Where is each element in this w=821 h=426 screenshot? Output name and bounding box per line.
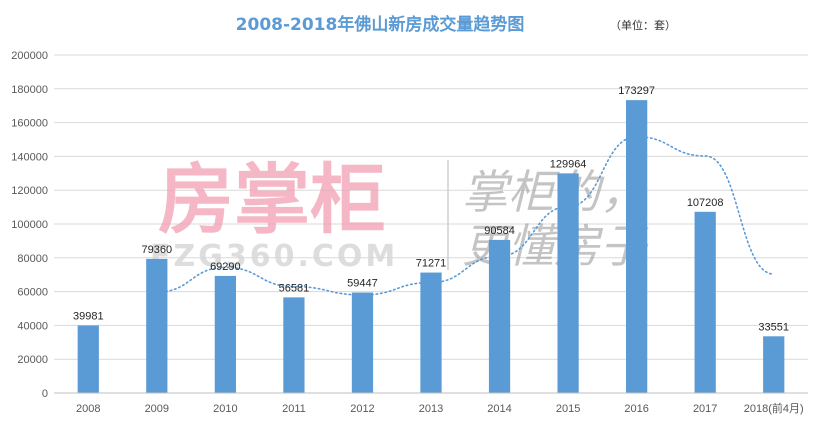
- bar-series: [77, 100, 785, 394]
- bar: [763, 336, 785, 393]
- data-label: 59447: [347, 278, 378, 290]
- y-axis-ticks: 0 20000 40000 60000 80000 100000 120000 140000 1…: [11, 50, 48, 400]
- data-label: 79360: [142, 244, 173, 256]
- x-tick-label: 2008: [76, 403, 100, 415]
- y-tick-label: 180000: [11, 84, 48, 96]
- bar: [626, 100, 648, 394]
- watermark-brand: 房掌柜: [158, 155, 386, 244]
- y-tick-label: 160000: [11, 118, 48, 130]
- bar: [214, 275, 236, 393]
- y-tick-label: 60000: [17, 287, 48, 299]
- data-label: 107208: [687, 197, 724, 209]
- data-label: 129964: [550, 158, 587, 170]
- data-label: 90584: [484, 225, 515, 237]
- y-tick-label: 100000: [11, 219, 48, 231]
- bar: [420, 272, 442, 393]
- y-tick-label: 200000: [11, 50, 48, 62]
- bar: [146, 258, 168, 393]
- x-tick-label: 2016: [624, 403, 648, 415]
- x-tick-label: 2015: [556, 403, 580, 415]
- bar: [694, 211, 716, 393]
- x-tick-label: 2017: [693, 403, 717, 415]
- data-label: 33551: [758, 321, 789, 333]
- data-label: 56581: [279, 282, 310, 294]
- data-label: 173297: [618, 85, 655, 97]
- y-tick-label: 120000: [11, 185, 48, 197]
- y-tick-label: 80000: [17, 253, 48, 265]
- bar: [283, 297, 305, 393]
- chart-title: 2008-2018年佛山新房成交量趋势图: [236, 14, 525, 35]
- unit-label: （单位：套）: [610, 18, 676, 32]
- y-tick-label: 20000: [17, 354, 48, 366]
- bar: [488, 239, 511, 393]
- trend-line: [156, 135, 775, 296]
- watermark-slogan-line1: 掌柜的，: [462, 165, 646, 219]
- bar: [77, 325, 99, 393]
- data-label: 71271: [416, 258, 447, 270]
- x-tick-label: 2011: [282, 403, 306, 415]
- x-tick-label: 2018(前4月): [744, 401, 804, 415]
- data-label: 69290: [210, 261, 241, 273]
- x-tick-label: 2009: [145, 403, 169, 415]
- data-labels: 39981 79360 69290 56581 59447 71271 90584 12996…: [73, 85, 789, 333]
- data-label: 39981: [73, 310, 104, 322]
- y-tick-label: 0: [42, 388, 48, 400]
- bar: [351, 292, 374, 393]
- x-tick-label: 2012: [350, 403, 374, 415]
- x-tick-label: 2014: [487, 403, 511, 415]
- y-tick-label: 140000: [11, 151, 48, 163]
- bar: [557, 173, 579, 393]
- x-tick-label: 2013: [419, 403, 443, 415]
- watermark-url: FZG360.COM: [150, 239, 398, 274]
- x-tick-label: 2010: [213, 403, 237, 415]
- y-tick-label: 40000: [17, 320, 48, 332]
- x-axis-ticks: 2008 2009 2010 2011 2012 2013 2014 2015 2016 2017…: [76, 401, 804, 415]
